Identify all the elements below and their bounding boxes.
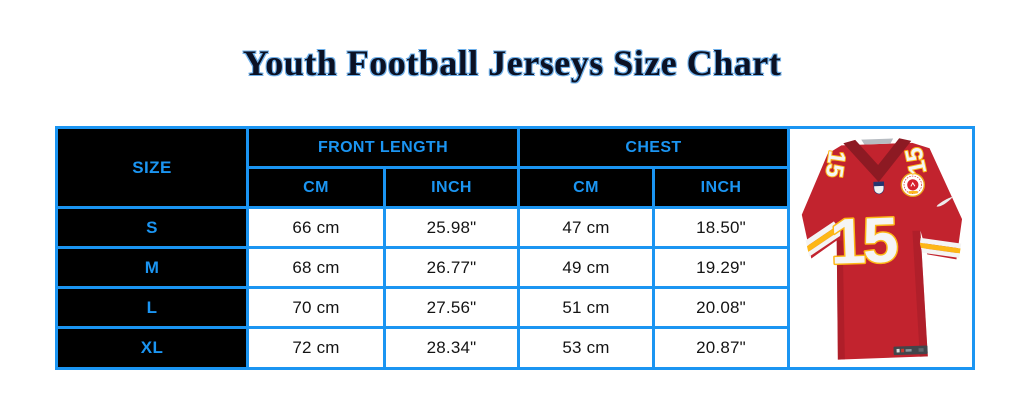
front-cm-cell: 68 cm [246, 246, 386, 289]
table-row-l: L 70 cm 27.56" 51 cm 20.08" [55, 286, 974, 329]
table-row-xl: XL 72 cm 28.34" 53 cm 20.87" [55, 326, 974, 370]
page-title: Youth Football Jerseys Size Chart [242, 43, 782, 83]
chest-inch-cell: 20.08" [652, 286, 790, 329]
front-inch-cell: 26.77" [383, 246, 520, 289]
chest-inch-cell: 20.87" [652, 326, 790, 370]
collar-vneck [843, 138, 912, 183]
jersey-number-left-shoulder: 15 [820, 149, 850, 179]
table-row-s: S 66 cm 25.98" 47 cm 18.50" [55, 206, 974, 249]
header-front-inch: INCH [383, 166, 520, 209]
size-cell: XL [55, 326, 249, 370]
nfl-shield-icon [873, 181, 885, 195]
right-cuff-stripes [918, 237, 967, 259]
front-inch-cell: 28.34" [383, 326, 520, 370]
front-cm-cell: 72 cm [246, 326, 386, 370]
team-patch-icon [900, 172, 926, 198]
header-front-length: FRONT LENGTH [246, 126, 520, 169]
size-cell: S [55, 206, 249, 249]
header-chest-inch: INCH [652, 166, 790, 209]
header-chest-cm: CM [517, 166, 655, 209]
front-inch-cell: 25.98" [383, 206, 520, 249]
jersey-number-right-shoulder: 15 [900, 145, 932, 177]
table-row-m: M 68 cm 26.77" 49 cm 19.29" [55, 246, 974, 289]
chest-cm-cell: 49 cm [517, 246, 655, 289]
jersey-product-image: 15 15 15 [787, 126, 975, 370]
chest-inch-cell: 18.50" [652, 206, 790, 249]
jersey-illustration: 15 15 15 [797, 138, 967, 360]
chest-cm-cell: 47 cm [517, 206, 655, 249]
jersey-mesh-right [912, 230, 928, 357]
front-inch-cell: 27.56" [383, 286, 520, 329]
chest-inch-cell: 19.29" [652, 246, 790, 289]
header-chest: CHEST [517, 126, 790, 169]
collar-back-strip [861, 138, 894, 145]
header-size: SIZE [55, 126, 249, 209]
swoosh-icon [936, 196, 954, 207]
jersey-shadow-left [836, 240, 845, 360]
front-cm-cell: 66 cm [246, 206, 386, 249]
jock-tag [893, 345, 928, 356]
front-cm-cell: 70 cm [246, 286, 386, 329]
header-front-cm: CM [246, 166, 386, 209]
chest-cm-cell: 51 cm [517, 286, 655, 329]
jersey-number-chest: 15 [829, 203, 898, 277]
size-cell: M [55, 246, 249, 289]
size-cell: L [55, 286, 249, 329]
chest-cm-cell: 53 cm [517, 326, 655, 370]
size-chart-table: SIZE FRONT LENGTH CHEST [55, 126, 975, 370]
